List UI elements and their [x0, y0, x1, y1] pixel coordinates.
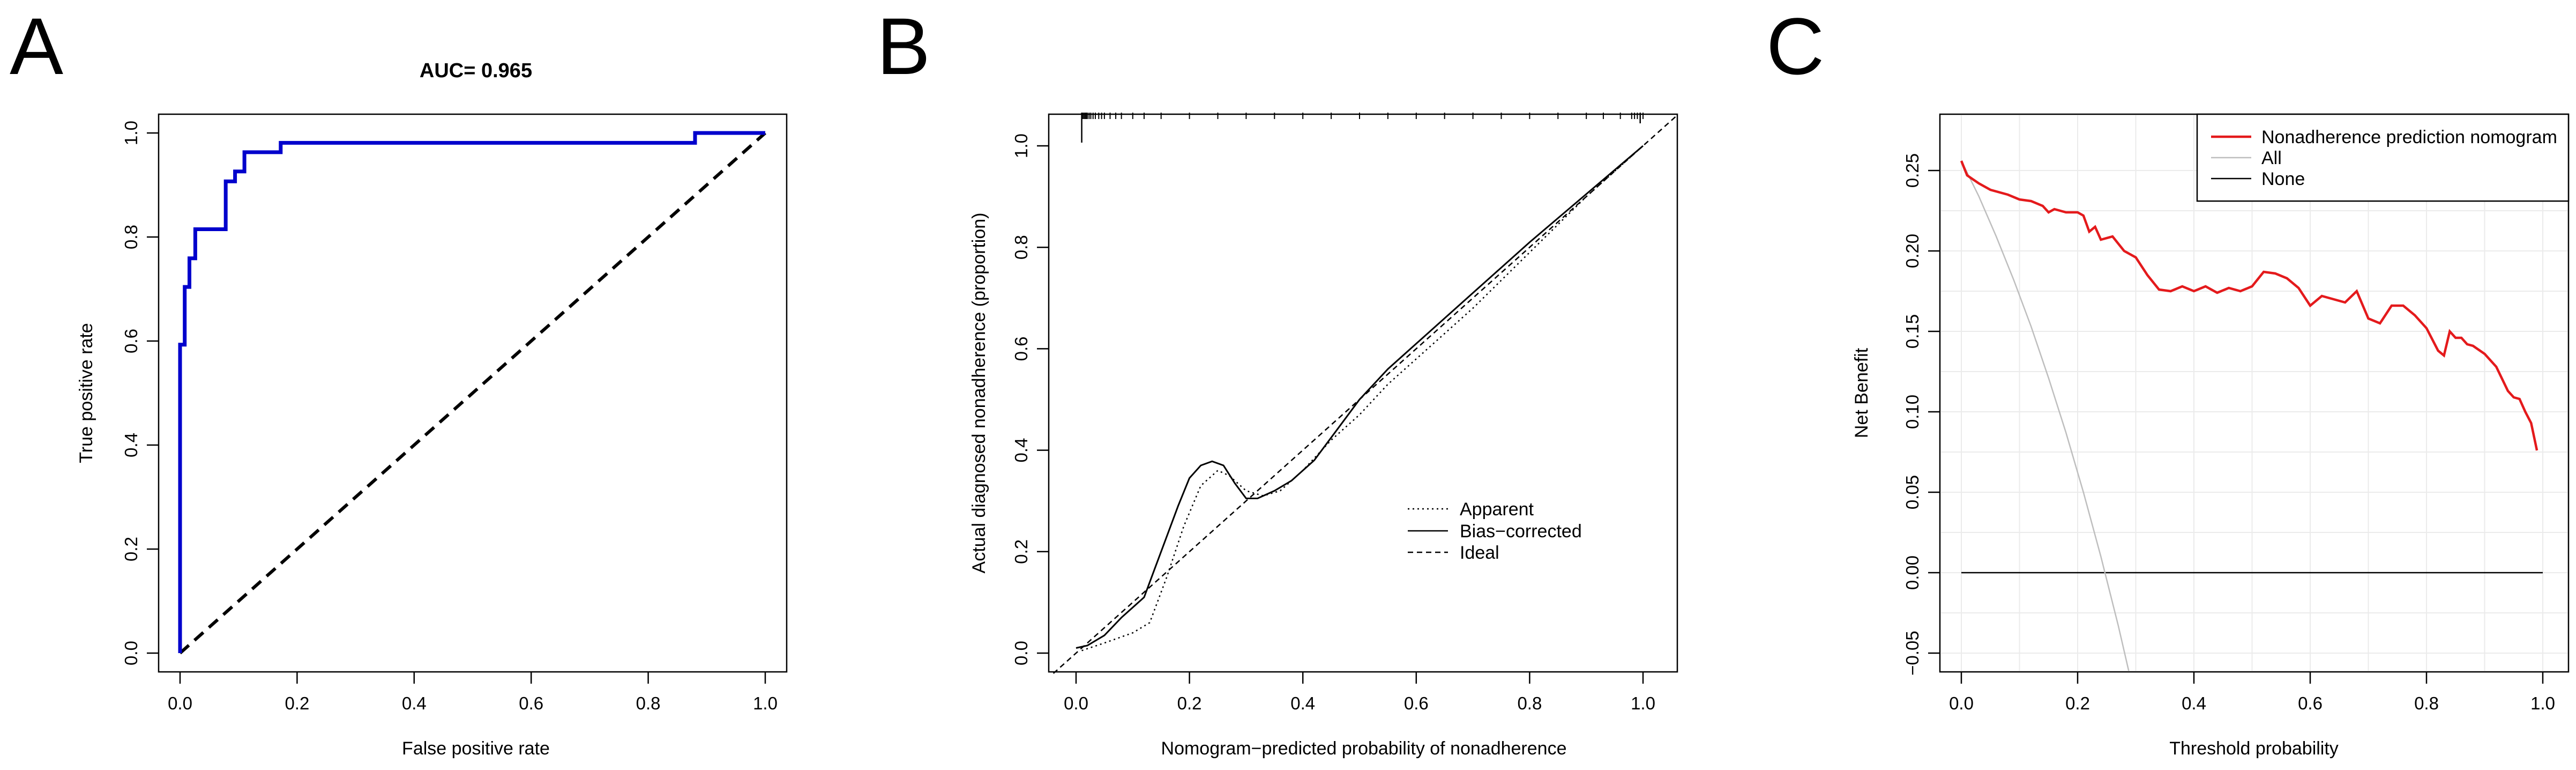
legend-label-ideal: Ideal: [1460, 543, 1499, 563]
reference-diagonal-line: [179, 131, 766, 655]
y-tick-label: 0.10: [1902, 395, 1922, 429]
x-tick-label: 0.2: [1177, 693, 1202, 713]
calibration-rug: [1081, 113, 1644, 143]
decision-curve-x-label: Threshold probability: [2169, 738, 2339, 759]
x-tick-label: 0.0: [168, 693, 192, 713]
x-tick-label: 0.4: [1290, 693, 1315, 713]
roc-x-label: False positive rate: [402, 738, 550, 759]
y-tick-label: 0.0: [121, 641, 141, 665]
decision-curve-legend: Nonadherence prediction nomogram All Non…: [2196, 113, 2570, 202]
x-tick-label: 1.0: [2530, 693, 2555, 713]
x-tick-label: 0.0: [1949, 693, 1974, 713]
x-tick-label: 0.6: [2298, 693, 2323, 713]
decision-curve-y-axis: −0.05 0.00 0.05 0.10 0.15 0.20 0.25: [1902, 153, 1940, 676]
y-tick-label: 0.2: [121, 537, 141, 561]
decision-curve-series: [1960, 160, 2543, 671]
panel-label-b: B: [877, 1, 930, 91]
roc-y-axis: 0.0 0.2 0.4 0.6 0.8 1.0: [121, 121, 159, 665]
calibration-x-label: Nomogram−predicted probability of nonadh…: [1161, 738, 1567, 759]
decision-curve-panel: 0.0 0.2 0.4 0.6 0.8 1.0 −0.05 0.00 0.05 0.10 0.15…: [1851, 113, 2570, 759]
legend-label-bias-corrected: Bias−corrected: [1460, 521, 1582, 542]
ideal-line: [1052, 115, 1678, 674]
roc-title: AUC= 0.965: [420, 60, 532, 82]
y-tick-label: 1.0: [1011, 134, 1031, 158]
roc-curve: [178, 131, 765, 653]
y-tick-label: 0.00: [1902, 556, 1922, 590]
calibration-panel: 0.0 0.2 0.4 0.6 0.8 1.0 0.0 0.2 0.4 0.6 0.8 1.0 Ap…: [969, 113, 1678, 759]
calibration-y-label: Actual diagnosed nonadherence (proportio…: [969, 213, 989, 574]
x-tick-label: 0.6: [1404, 693, 1429, 713]
y-tick-label: −0.05: [1902, 631, 1922, 676]
legend-label-apparent: Apparent: [1460, 499, 1534, 520]
calibration-y-axis: 0.0 0.2 0.4 0.6 0.8 1.0: [1011, 134, 1049, 665]
roc-series: [178, 131, 766, 655]
x-tick-label: 0.8: [2414, 693, 2439, 713]
bias-corrected-curve: [1076, 145, 1644, 649]
roc-plot-frame: [158, 113, 788, 673]
y-tick-label: 0.8: [1011, 235, 1031, 260]
treat-all-curve: [1960, 160, 2130, 671]
y-tick-label: 0.05: [1902, 475, 1922, 509]
y-tick-label: 0.4: [1011, 438, 1031, 463]
x-tick-label: 1.0: [753, 693, 778, 713]
y-tick-label: 0.4: [121, 433, 141, 457]
decision-curve-y-label: Net Benefit: [1851, 347, 1872, 438]
x-tick-label: 1.0: [1631, 693, 1655, 713]
calibration-legend: Apparent Bias−corrected Ideal: [1408, 499, 1582, 563]
legend-label-none: None: [2261, 169, 2305, 189]
x-tick-label: 0.2: [285, 693, 309, 713]
y-tick-label: 0.6: [121, 329, 141, 353]
y-tick-label: 0.2: [1011, 539, 1031, 564]
legend-label-all: All: [2261, 148, 2282, 168]
legend-box: [2196, 113, 2570, 202]
y-tick-label: 0.6: [1011, 336, 1031, 361]
x-tick-label: 0.6: [519, 693, 543, 713]
calibration-plot-frame: [1048, 113, 1678, 673]
legend-label-nomogram: Nonadherence prediction nomogram: [2261, 127, 2557, 147]
y-tick-label: 0.20: [1902, 234, 1922, 268]
x-tick-label: 0.2: [2065, 693, 2090, 713]
panel-label-c: C: [1766, 1, 1824, 91]
x-tick-label: 0.8: [1517, 693, 1542, 713]
x-tick-label: 0.8: [636, 693, 661, 713]
calibration-series: [1052, 115, 1678, 674]
x-tick-label: 0.4: [402, 693, 427, 713]
calibration-x-axis: 0.0 0.2 0.4 0.6 0.8 1.0: [1064, 672, 1655, 713]
nomogram-curve: [1960, 160, 2538, 451]
roc-panel: AUC= 0.965 0.0 0.2 0.4 0.6 0.8 1.0 0.00.20.40…: [76, 60, 788, 759]
y-tick-label: 1.0: [121, 121, 141, 145]
decision-curve-x-axis: 0.0 0.2 0.4 0.6 0.8 1.0: [1949, 672, 2555, 713]
y-tick-label: 0.8: [121, 225, 141, 249]
x-tick-label: 0.4: [2182, 693, 2206, 713]
roc-x-axis: 0.0 0.2 0.4 0.6 0.8 1.0: [168, 672, 778, 713]
y-tick-label: 0.25: [1902, 153, 1922, 188]
roc-y-label: True positive rate: [76, 323, 96, 463]
x-tick-label: 0.0: [1064, 693, 1088, 713]
y-tick-label: 0.0: [1011, 641, 1031, 665]
y-tick-label: 0.15: [1902, 314, 1922, 349]
panel-label-a: A: [10, 1, 63, 91]
